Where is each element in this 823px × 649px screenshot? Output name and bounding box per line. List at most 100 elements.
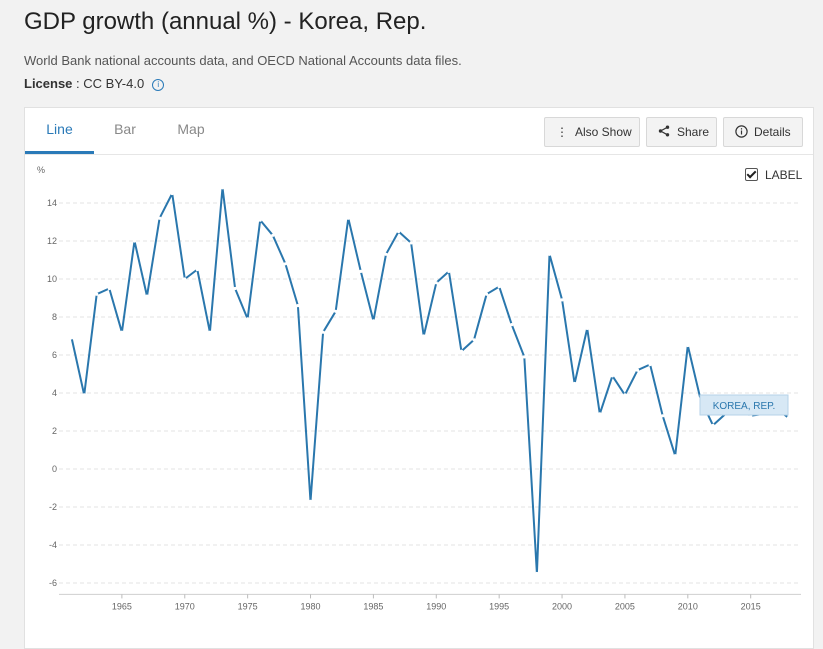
x-tick-label: 2005 <box>615 601 635 611</box>
x-tick-label: 1995 <box>489 601 509 611</box>
data-point <box>661 414 665 418</box>
data-point <box>107 286 111 291</box>
label-checkbox[interactable] <box>745 168 758 181</box>
data-point <box>497 285 501 289</box>
tab-line[interactable]: Line <box>25 108 94 154</box>
y-tick-label: -4 <box>49 540 57 550</box>
license-value: : CC BY-4.0 <box>72 76 145 91</box>
license-line: License : CC BY-4.0 i <box>24 76 165 91</box>
label-toggle-text: LABEL <box>765 168 803 182</box>
also-show-button[interactable]: ⋮ Also Show <box>544 117 640 147</box>
data-point <box>673 454 677 458</box>
data-point <box>484 292 489 296</box>
y-tick-label: 14 <box>47 198 57 208</box>
source-note: World Bank national accounts data, and O… <box>24 53 462 68</box>
data-point <box>447 269 451 273</box>
details-info-icon <box>734 118 748 146</box>
data-point <box>246 317 250 321</box>
details-button[interactable]: Details <box>723 117 803 147</box>
x-tick-label: 1975 <box>238 601 258 611</box>
x-tick-label: 1990 <box>426 601 446 611</box>
data-point <box>384 252 388 256</box>
data-point <box>459 349 464 353</box>
y-tick-label: 8 <box>52 312 57 322</box>
gdp-line-chart: % -6 -4 -2 0 2 4 6 8 10 12 14 1965 1970 1975 1980 1985 19… <box>37 165 801 611</box>
data-point <box>535 571 539 576</box>
data-point <box>208 330 212 334</box>
data-point <box>434 281 438 285</box>
y-axis-unit-label: % <box>37 165 45 175</box>
data-point <box>396 229 401 234</box>
tab-map[interactable]: Map <box>177 121 205 137</box>
data-point <box>220 186 225 190</box>
share-button[interactable]: Share <box>646 117 717 147</box>
data-point <box>145 294 149 298</box>
data-point <box>598 412 602 416</box>
data-point <box>296 304 300 308</box>
data-point <box>170 191 174 196</box>
series-line <box>70 186 790 575</box>
x-tick-label: 1985 <box>363 601 383 611</box>
x-tick-label: 1980 <box>301 601 321 611</box>
also-show-label: Also Show <box>575 125 632 139</box>
data-point <box>560 298 564 302</box>
data-point <box>359 269 363 273</box>
data-point <box>585 326 589 330</box>
data-point <box>158 216 162 220</box>
info-icon[interactable]: i <box>152 79 165 91</box>
data-point <box>610 374 614 378</box>
data-point <box>283 262 287 266</box>
data-point <box>547 252 552 256</box>
label-toggle[interactable]: LABEL <box>745 168 802 182</box>
data-point <box>308 499 313 503</box>
data-point <box>233 286 237 291</box>
y-tick-label: 6 <box>52 350 57 360</box>
y-tick-label: -2 <box>49 502 57 512</box>
data-point <box>334 309 338 313</box>
y-tick-label: 12 <box>47 236 57 246</box>
chart-tabs: Line Bar Map ⋮ Also Show Share <box>25 108 813 155</box>
page-title: GDP growth (annual %) - Korea, Rep. <box>24 8 427 35</box>
data-point <box>635 368 640 372</box>
y-tick-label: 4 <box>52 388 57 398</box>
tab-bar[interactable]: Bar <box>114 121 136 137</box>
data-point <box>522 355 526 359</box>
data-point <box>271 233 275 237</box>
series-label: KOREA, REP. <box>713 401 776 412</box>
x-tick-label: 1965 <box>112 601 132 611</box>
x-tick-label: 2000 <box>552 601 572 611</box>
share-icon <box>657 118 671 146</box>
data-point <box>573 381 577 386</box>
license-label: License <box>24 76 73 91</box>
data-point <box>510 323 514 327</box>
data-point <box>623 393 627 397</box>
x-tick-label: 1970 <box>175 601 195 611</box>
y-tick-label: 0 <box>52 464 57 474</box>
series-label-box <box>699 394 789 416</box>
y-tick-label: 10 <box>47 274 57 284</box>
data-point <box>82 393 86 397</box>
data-point <box>321 330 325 334</box>
data-point <box>195 267 199 272</box>
data-point <box>95 292 99 296</box>
share-label: Share <box>677 125 710 139</box>
data-point <box>648 362 652 367</box>
data-point <box>472 338 476 342</box>
data-point <box>786 416 791 420</box>
details-label: Details <box>754 125 791 139</box>
y-tick-label: -6 <box>49 578 57 588</box>
x-tick-label: 2015 <box>741 601 761 611</box>
data-point <box>346 216 350 220</box>
data-point <box>183 277 187 281</box>
data-point <box>258 218 262 222</box>
vertical-ellipsis-icon: ⋮ <box>556 125 568 139</box>
data-point <box>120 330 124 334</box>
data-point <box>69 336 74 340</box>
y-tick-label: 2 <box>52 426 57 436</box>
data-point <box>711 423 715 427</box>
data-point <box>371 319 376 323</box>
data-point <box>422 334 426 338</box>
data-point <box>409 241 413 245</box>
data-point <box>132 239 137 243</box>
data-point <box>686 343 690 348</box>
